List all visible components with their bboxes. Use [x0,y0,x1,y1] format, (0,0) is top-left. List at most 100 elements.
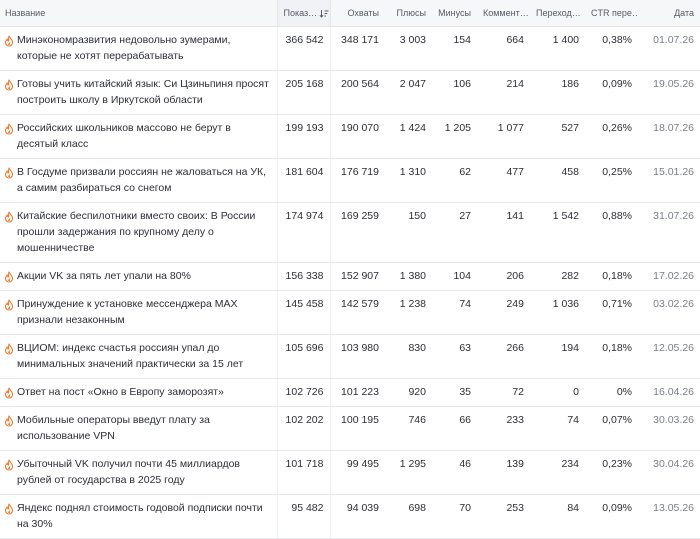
metric-cell: 95 482 [276,494,331,539]
metric-value: 12.05.26 [653,342,694,354]
metric-value: 205 168 [285,78,324,90]
metric-value: 233 [506,414,524,426]
table-row[interactable]: Китайские беспилотники вместо своих: В Р… [0,202,700,263]
metric-value: 664 [506,34,524,46]
metric-value: 698 [408,502,426,514]
metric-value: 249 [506,298,524,310]
metric-cell: 0,25% [585,158,638,203]
metric-value: 101 223 [341,386,379,398]
metric-value: 84 [567,502,579,514]
post-title-cell: Российских школьников массово не берут в… [0,114,277,159]
metric-cell: 0,18% [585,334,638,379]
metric-value: 0 [573,386,579,398]
metric-cell: 156 338 [276,262,331,291]
metric-cell: 253 [477,494,530,539]
metric-cell: 01.07.26 [638,26,700,71]
column-header[interactable]: Показ… [276,0,331,27]
post-title: Убыточный VK получил почти 45 миллиардов… [17,458,241,486]
table-row[interactable]: Ответ на пост «Окно в Европу заморозят» 1… [0,378,700,407]
metric-value: 150 [408,210,426,222]
metric-value: 17.02.26 [653,270,694,282]
metric-cell: 101 718 [276,450,331,495]
column-header[interactable]: Дата [638,0,700,27]
table-row[interactable]: Яндекс поднял стоимость годовой подписки… [0,494,700,539]
table-row[interactable]: Мобильные операторы введут плату за испо… [0,406,700,451]
metric-value: 16.04.26 [653,386,694,398]
flame-icon [4,414,14,427]
metric-value: 156 338 [285,270,324,282]
column-header[interactable]: Плюсы [385,0,432,27]
metric-cell: 266 [477,334,530,379]
metric-cell: 101 223 [330,378,385,407]
metric-cell: 174 974 [276,202,331,263]
metric-value: 3 003 [399,34,426,46]
metric-value: 19.05.26 [653,78,694,90]
column-header[interactable]: Переход… [530,0,585,27]
column-header[interactable]: CTR пере… [585,0,638,27]
metric-value: 266 [506,342,524,354]
post-title-cell: В Госдуме призвали россиян не жаловаться… [0,158,277,203]
metric-cell: 0,88% [585,202,638,263]
column-title: Коммент… [483,7,529,18]
metric-value: 62 [459,166,471,178]
metric-cell: 63 [432,334,477,379]
table-row[interactable]: Убыточный VK получил почти 45 миллиардов… [0,450,700,495]
metric-value: 142 579 [341,298,379,310]
metric-cell: 348 171 [330,26,385,71]
metric-cell: 0,23% [585,450,638,495]
post-title-cell: Яндекс поднял стоимость годовой подписки… [0,494,277,539]
metric-value: 0% [616,386,632,398]
metric-value: 152 907 [341,270,379,282]
post-title: Готовы учить китайский язык: Си Цзиньпин… [17,78,269,106]
metric-value: 0,09% [602,502,632,514]
metric-cell: 282 [530,262,585,291]
column-header[interactable]: Минусы [432,0,477,27]
table-row[interactable]: ВЦИОМ: индекс счастья россиян упал до ми… [0,334,700,379]
metric-cell: 31.07.26 [638,202,700,263]
metric-cell: 27 [432,202,477,263]
metric-cell: 145 458 [276,290,331,335]
metric-value: 154 [453,34,471,46]
metric-value: 74 [567,414,579,426]
metric-cell: 234 [530,450,585,495]
column-header[interactable]: Охваты [330,0,385,27]
metric-value: 105 696 [285,342,324,354]
post-title: Принуждение к установке мессенджера MAX … [17,298,238,326]
column-title: Охваты [347,7,379,18]
column-header[interactable]: Название [0,0,277,27]
metric-cell: 1 205 [432,114,477,159]
column-title: Плюсы [396,7,426,18]
column-title: Название [5,7,46,18]
metric-cell: 16.04.26 [638,378,700,407]
metric-value: 830 [408,342,426,354]
metric-cell: 12.05.26 [638,334,700,379]
metric-cell: 30.03.26 [638,406,700,451]
post-title: Минэкономразвития недовольно зумерами, к… [17,34,231,62]
table-row[interactable]: Акции VK за пять лет упали на 80% 156 338… [0,262,700,291]
metric-value: 1 542 [552,210,579,222]
metric-cell: 176 719 [330,158,385,203]
metric-cell: 102 202 [276,406,331,451]
table-row[interactable]: Российских школьников массово не берут в… [0,114,700,159]
table-row[interactable]: В Госдуме призвали россиян не жаловаться… [0,158,700,203]
metric-value: 0,18% [602,342,632,354]
flame-icon [4,78,14,91]
column-header[interactable]: Коммент… [477,0,530,27]
metric-value: 01.07.26 [653,34,694,46]
table-row[interactable]: Готовы учить китайский язык: Си Цзиньпин… [0,70,700,115]
table-row[interactable]: Принуждение к установке мессенджера MAX … [0,290,700,335]
metric-value: 145 458 [285,298,324,310]
metric-value: 0,25% [602,166,632,178]
metric-cell: 664 [477,26,530,71]
metric-cell: 199 193 [276,114,331,159]
metric-cell: 139 [477,450,530,495]
metric-value: 139 [506,458,524,470]
table-header: Название Показ… Охваты Плюсы Минусы Коммент… П… [0,0,700,27]
metric-cell: 1 380 [385,262,432,291]
metric-value: 0,23% [602,458,632,470]
metric-cell: 46 [432,450,477,495]
post-title-cell: ВЦИОМ: индекс счастья россиян упал до ми… [0,334,277,379]
metric-cell: 13.05.26 [638,494,700,539]
table-row[interactable]: Минэкономразвития недовольно зумерами, к… [0,26,700,71]
